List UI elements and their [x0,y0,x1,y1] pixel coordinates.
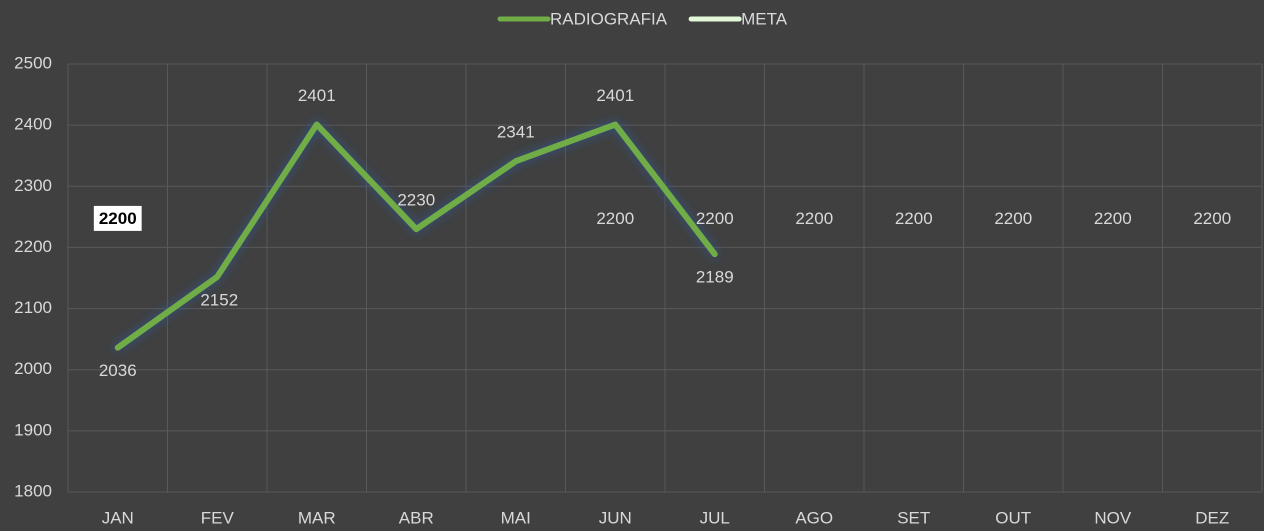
data-label: 2200 [696,209,734,228]
data-label: 2230 [397,191,435,210]
y-tick-label: 2500 [14,53,52,72]
data-label: 2200 [1193,209,1231,228]
data-label: 2036 [99,361,137,380]
data-label: 2200 [1094,209,1132,228]
data-label: 2189 [696,268,734,287]
y-tick-label: 2400 [14,115,52,134]
data-label: 2200 [99,209,137,228]
y-tick-label: 2200 [14,237,52,256]
x-tick-label: MAR [298,508,336,527]
data-label: 2200 [596,209,634,228]
y-tick-label: 2000 [14,359,52,378]
y-tick-label: 1800 [14,481,52,500]
series [114,121,718,351]
x-tick-label: JUN [599,508,632,527]
x-tick-label: SET [897,508,930,527]
x-tick-label: MAI [501,508,531,527]
data-label: 2401 [596,86,634,105]
y-tick-label: 1900 [14,420,52,439]
x-tick-label: NOV [1094,508,1132,527]
data-label: 2200 [994,209,1032,228]
y-tick-label: 2100 [14,298,52,317]
data-label: 2200 [895,209,933,228]
x-tick-label: JUL [700,508,730,527]
x-tick-label: AGO [795,508,833,527]
line [114,121,718,351]
legend-label: RADIOGRAFIA [550,9,668,28]
x-tick-label: ABR [399,508,434,527]
legend-label: META [741,9,788,28]
x-tick-label: FEV [201,508,235,527]
x-tick-label: JAN [102,508,134,527]
data-label: 2341 [497,123,535,142]
data-label-box [93,205,142,231]
x-tick-label: OUT [995,508,1031,527]
y-tick-label: 2300 [14,176,52,195]
data-label: 2200 [795,209,833,228]
data-label: 2152 [200,290,238,309]
x-tick-label: DEZ [1195,508,1229,527]
data-label: 2401 [298,86,336,105]
